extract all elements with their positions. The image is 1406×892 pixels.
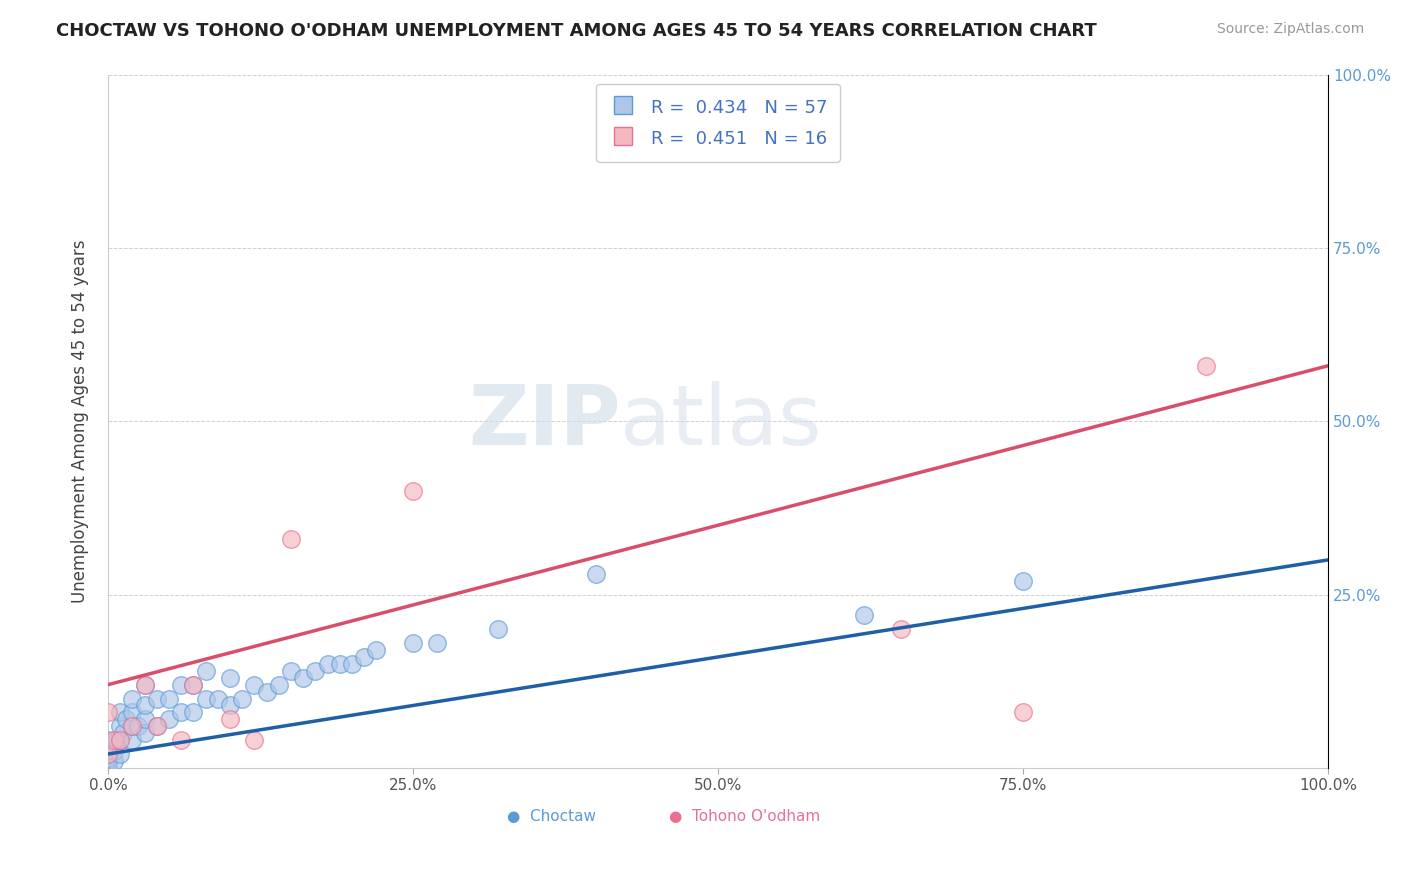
Point — [1195, 359, 1218, 373]
Point — [1012, 574, 1035, 588]
Point — [146, 691, 169, 706]
Point — [292, 671, 315, 685]
Point — [243, 733, 266, 747]
Point — [194, 691, 217, 706]
Point — [170, 706, 193, 720]
Point — [105, 733, 128, 747]
Point — [157, 691, 180, 706]
Point — [402, 636, 425, 650]
Point — [103, 743, 125, 757]
Text: ZIP: ZIP — [468, 381, 620, 462]
Point — [426, 636, 449, 650]
Point — [97, 733, 120, 747]
Point — [353, 650, 375, 665]
Point — [183, 706, 205, 720]
Point — [231, 691, 253, 706]
Point — [97, 706, 120, 720]
Point — [108, 733, 131, 747]
Point — [134, 698, 156, 713]
Point — [585, 566, 607, 581]
Point — [108, 706, 131, 720]
Point — [121, 733, 143, 747]
Text: atlas: atlas — [620, 381, 823, 462]
Text: ●  Tohono O'odham: ● Tohono O'odham — [669, 809, 821, 824]
Point — [121, 691, 143, 706]
Point — [170, 733, 193, 747]
Point — [108, 733, 131, 747]
Point — [853, 608, 876, 623]
Point — [170, 678, 193, 692]
Point — [146, 719, 169, 733]
Point — [97, 740, 120, 755]
Point — [128, 719, 150, 733]
Point — [488, 622, 510, 636]
Point — [280, 532, 302, 546]
Point — [243, 678, 266, 692]
Point — [402, 483, 425, 498]
Point — [121, 719, 143, 733]
Point — [267, 678, 290, 692]
Point — [134, 678, 156, 692]
Point — [108, 719, 131, 733]
Point — [1012, 706, 1035, 720]
Point — [134, 726, 156, 740]
Point — [890, 622, 912, 636]
Point — [304, 664, 326, 678]
Point — [157, 712, 180, 726]
Point — [103, 733, 125, 747]
Legend: R =  0.434   N = 57, R =  0.451   N = 16: R = 0.434 N = 57, R = 0.451 N = 16 — [596, 84, 839, 162]
Point — [108, 747, 131, 761]
Text: ●  Choctaw: ● Choctaw — [508, 809, 596, 824]
Point — [97, 761, 120, 775]
Point — [340, 657, 363, 671]
Point — [194, 664, 217, 678]
Point — [97, 757, 120, 772]
Point — [280, 664, 302, 678]
Point — [219, 698, 242, 713]
Point — [103, 754, 125, 768]
Point — [183, 678, 205, 692]
Y-axis label: Unemployment Among Ages 45 to 54 years: Unemployment Among Ages 45 to 54 years — [72, 239, 89, 603]
Point — [97, 754, 120, 768]
Point — [134, 712, 156, 726]
Point — [121, 719, 143, 733]
Point — [207, 691, 229, 706]
Point — [316, 657, 339, 671]
Point — [97, 750, 120, 764]
Point — [115, 712, 138, 726]
Point — [183, 678, 205, 692]
Point — [121, 706, 143, 720]
Point — [97, 747, 120, 761]
Point — [97, 747, 120, 761]
Point — [329, 657, 352, 671]
Point — [97, 743, 120, 757]
Point — [111, 726, 134, 740]
Point — [146, 719, 169, 733]
Text: CHOCTAW VS TOHONO O'ODHAM UNEMPLOYMENT AMONG AGES 45 TO 54 YEARS CORRELATION CHA: CHOCTAW VS TOHONO O'ODHAM UNEMPLOYMENT A… — [56, 22, 1097, 40]
Point — [134, 678, 156, 692]
Point — [219, 671, 242, 685]
Point — [256, 684, 278, 698]
Point — [366, 643, 388, 657]
Point — [219, 712, 242, 726]
Text: Source: ZipAtlas.com: Source: ZipAtlas.com — [1216, 22, 1364, 37]
